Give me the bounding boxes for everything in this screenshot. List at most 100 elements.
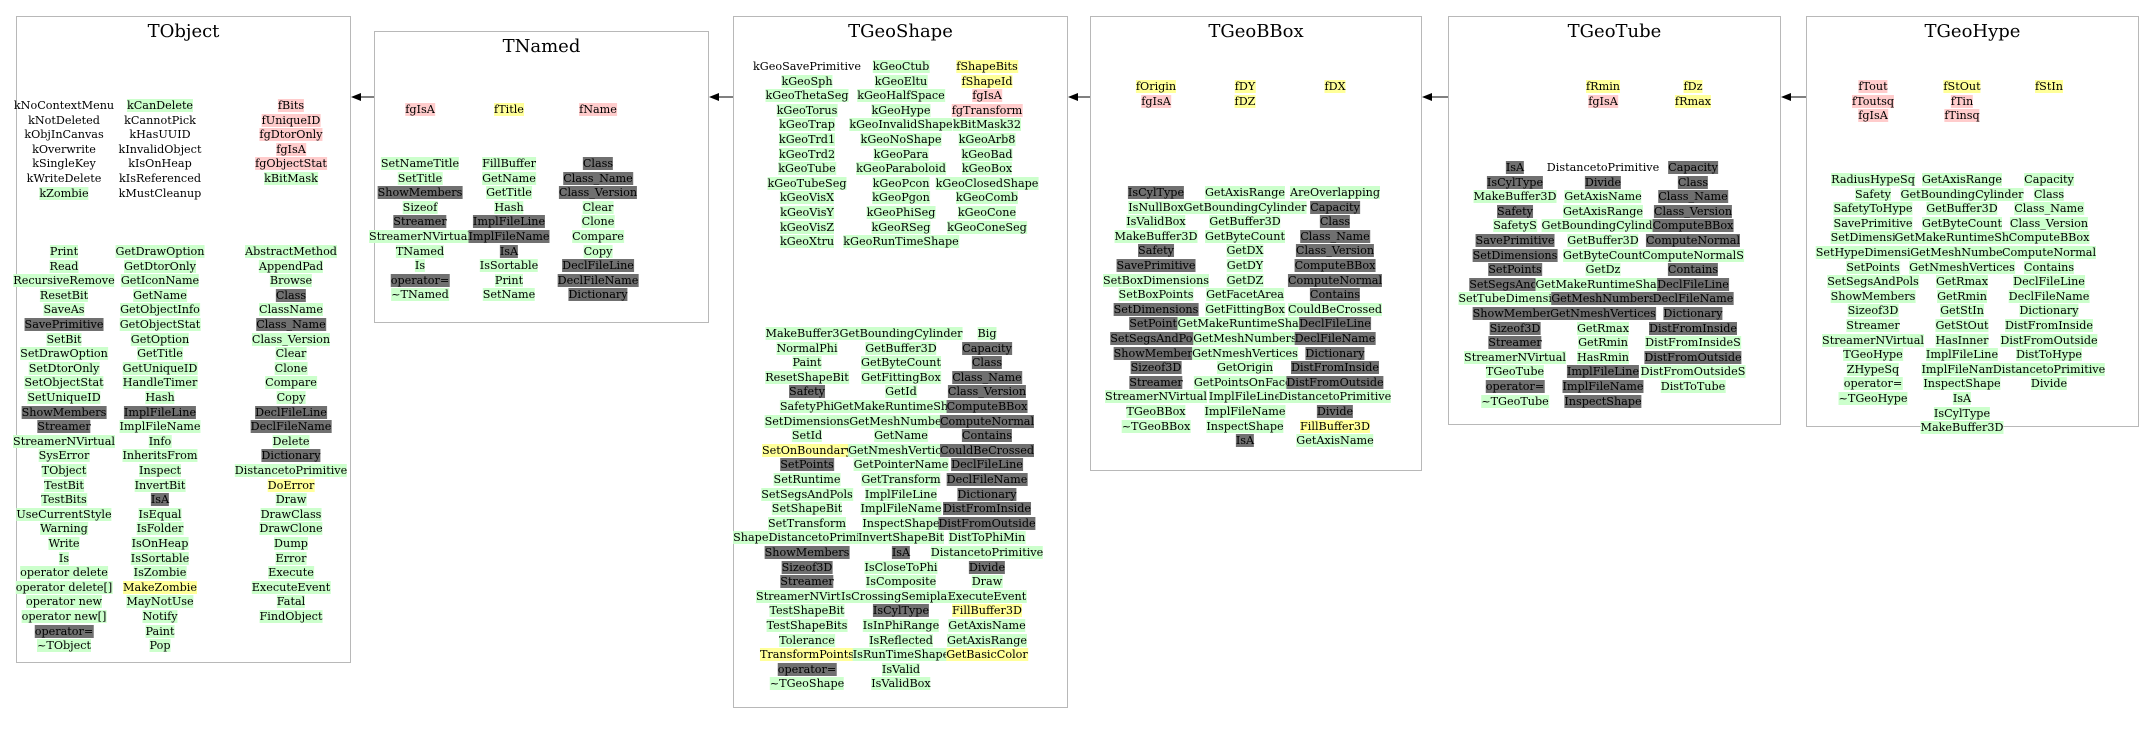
- method-item: Class_Name: [563, 171, 633, 185]
- method-item: GetObjectStat: [119, 318, 201, 331]
- member-item: kGeoTube: [778, 162, 836, 176]
- method-item: GetFittingBox: [1205, 302, 1285, 316]
- method-item: DeclFileName: [250, 420, 332, 434]
- method-item: SetName: [482, 288, 536, 302]
- member-item: kGeoEltu: [874, 74, 928, 88]
- method-item: InvertBit: [134, 478, 186, 492]
- method-item: Warning: [40, 522, 88, 536]
- method-item: IsCrossingSemiplane: [841, 589, 961, 603]
- method-item: GetAxisName: [948, 619, 1026, 632]
- class-box-tgeohype: TGeoHype fTout fToutsq fgIsA fStOut fTin fTins…: [1806, 16, 2139, 435]
- method-item: Divide: [1584, 175, 1622, 189]
- method-item: Sizeof3D: [1847, 304, 1899, 318]
- method-item: IsFolder: [136, 522, 184, 536]
- method-item: ~TGeoBBox: [1121, 419, 1191, 433]
- method-item: ImplFileName: [1921, 362, 2003, 376]
- method-item: TNamed: [395, 244, 445, 258]
- method-item: Clone: [581, 215, 615, 229]
- method-item: ZHypeSq: [1846, 362, 1900, 376]
- method-item: Class: [2033, 187, 2065, 201]
- method-item: DeclFileName: [2008, 289, 2090, 303]
- method-item: Capacity: [1668, 161, 1718, 174]
- method-item: GetFacetArea: [1206, 288, 1284, 302]
- method-item: Class_Version: [251, 332, 331, 346]
- method-item: Class_Name: [1658, 190, 1728, 204]
- method-item: MakeZombie: [122, 580, 198, 594]
- method-item: SetPoints: [1488, 263, 1542, 277]
- method-item: IsZombie: [133, 566, 187, 580]
- method-item: IsA: [891, 546, 911, 559]
- member-item: kGeoTubeSeg: [767, 176, 847, 190]
- method-item: operator=: [1485, 380, 1545, 393]
- member-item: fTout: [1858, 80, 1888, 93]
- method-item: SavePrimitive: [24, 318, 104, 331]
- method-item: Safety: [1855, 187, 1891, 201]
- method-item: ~TGeoTube: [1481, 394, 1549, 408]
- method-item: GetDY: [1226, 259, 1264, 272]
- method-item: Tolerance: [779, 633, 835, 647]
- method-item: IsOnHeap: [131, 537, 189, 550]
- method-item: GetTitle: [486, 186, 532, 200]
- member-item: kGeoClosedShape: [935, 176, 1039, 190]
- method-item: Write: [48, 537, 80, 550]
- method-item: SetUniqueID: [27, 391, 101, 404]
- method-item: ImplFileLine: [1208, 390, 1282, 404]
- method-item: Safety: [1497, 204, 1533, 218]
- method-item: ImplFileName: [119, 420, 201, 434]
- method-item: Streamer: [780, 575, 834, 589]
- member-item: fTitle: [494, 103, 524, 116]
- inheritance-arrow-head: [351, 93, 361, 101]
- method-item: DistFromOutsideS: [1640, 365, 1746, 379]
- method-item: Class: [275, 288, 307, 302]
- method-item: IsA: [1952, 392, 1972, 405]
- member-item: fDz: [1683, 80, 1703, 93]
- method-item: GetAxisName: [1296, 434, 1374, 448]
- method-item: ShowMembers: [377, 186, 463, 200]
- method-item: GetObjectInfo: [120, 303, 200, 317]
- method-item: GetNmeshVertices: [1550, 307, 1656, 320]
- method-item: InspectShape: [1564, 394, 1642, 408]
- method-item: Class_Name: [256, 318, 326, 331]
- method-item: GetPointsOnFacet: [1193, 375, 1297, 389]
- method-item: DistToPhiMin: [948, 531, 1026, 545]
- method-item: ImplFileLine: [1566, 365, 1640, 379]
- member-item: kIsReferenced: [119, 172, 201, 185]
- method-item: IsComposite: [865, 575, 937, 589]
- member-item: kGeoHype: [871, 103, 931, 117]
- inheritance-arrow-head: [709, 93, 719, 101]
- method-item: ~TGeoHype: [1838, 392, 1908, 405]
- member-item: fTin: [1950, 94, 1974, 108]
- method-item: SetPoints: [1129, 317, 1183, 331]
- method-item: GetUniqueID: [122, 361, 198, 375]
- member-item: fStIn: [2035, 80, 2063, 93]
- method-item: DistFromInside: [1649, 321, 1737, 335]
- method-item: FillBuffer: [482, 157, 536, 170]
- method-item: Sizeof3D: [1489, 321, 1541, 335]
- method-item: Dump: [274, 537, 308, 550]
- method-item: TGeoTube: [1485, 365, 1545, 379]
- class-title: TGeoBBox: [1208, 21, 1304, 42]
- method-item: Paint: [792, 356, 822, 370]
- member-item: kIsOnHeap: [128, 157, 192, 171]
- method-item: HandleTimer: [122, 376, 198, 390]
- method-item: SetId: [791, 429, 823, 443]
- method-item: Fatal: [276, 595, 306, 609]
- method-item: GetAxisRange: [1562, 204, 1644, 218]
- method-item: Class_Name: [1300, 229, 1370, 243]
- method-item: RadiusHypeSq: [1831, 173, 1915, 186]
- method-item: HasRmin: [1577, 350, 1629, 364]
- member-item: fOrigin: [1135, 80, 1177, 93]
- method-item: Error: [275, 551, 307, 565]
- member-item: kGeoArb8: [958, 133, 1016, 146]
- method-item: GetBoundingCylinder: [839, 327, 963, 340]
- method-item: DeclFileLine: [2013, 275, 2085, 289]
- method-item: SetDtorOnly: [28, 361, 100, 375]
- method-item: SafetyS: [1493, 219, 1537, 233]
- method-item: ~TGeoShape: [769, 677, 845, 691]
- member-item: fRmin: [1586, 80, 1620, 93]
- method-item: DistFromInsideS: [1645, 336, 1741, 350]
- method-item: GetAxisRange: [946, 633, 1028, 647]
- method-item: SaveAs: [43, 303, 85, 317]
- method-item: Compare: [265, 376, 317, 390]
- method-item: ClassName: [259, 303, 323, 317]
